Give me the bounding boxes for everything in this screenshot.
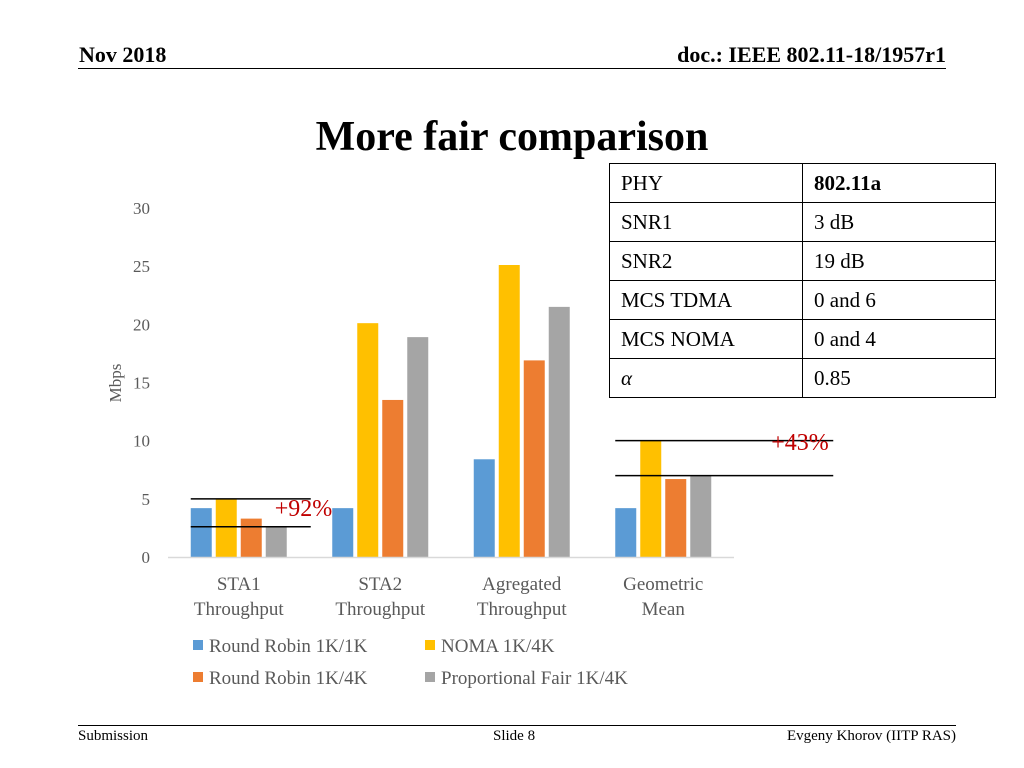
table-value: 3 dB [802, 202, 996, 242]
slide-title: More fair comparison [315, 114, 709, 160]
footer-submission: Submission [78, 728, 149, 744]
table-key: SNR1 [609, 202, 803, 242]
y-tick-label: 30 [133, 199, 150, 218]
x-category-label: STA1 [217, 574, 261, 595]
parameters-table: PHY 802.11a SNR1 3 dB SNR2 19 dB MCS TDMA 0 and… [609, 163, 996, 398]
legend-swatch [425, 640, 435, 650]
legend-swatch [193, 640, 203, 650]
bar [240, 518, 262, 557]
table-key: α [609, 358, 803, 398]
bar [615, 508, 637, 557]
table-key: SNR2 [609, 241, 803, 281]
legend-label: Round Robin 1K/1K [209, 636, 368, 657]
x-category-label: Agregated [482, 574, 562, 595]
footer-author: Evgeny Khorov (IITP RAS) [786, 728, 956, 744]
bar [357, 323, 379, 557]
table-key: PHY [609, 163, 803, 203]
bar [407, 337, 429, 557]
table-row: MCS TDMA 0 and 6 [609, 280, 996, 320]
table-value: 0 and 4 [802, 319, 996, 359]
table-row: α 0.85 [609, 358, 996, 398]
x-category-label: Geometric [623, 574, 703, 595]
footer-slide-number: Slide 8 [493, 728, 536, 744]
header-divider [78, 68, 946, 69]
bar [640, 440, 662, 557]
legend-label: Proportional Fair 1K/4K [441, 668, 628, 689]
y-tick-label: 15 [133, 374, 150, 393]
table-row: PHY 802.11a [609, 163, 996, 203]
y-tick-label: 0 [142, 548, 151, 567]
bar [190, 508, 212, 557]
table-value: 0 and 6 [802, 280, 996, 320]
bar [473, 459, 495, 557]
y-tick-label: 25 [133, 257, 150, 276]
table-row: SNR1 3 dB [609, 202, 996, 242]
header-date: Nov 2018 [79, 42, 167, 67]
footer-divider [78, 725, 956, 726]
y-tick-label: 5 [142, 490, 151, 509]
header-doc-id: doc.: IEEE 802.11-18/1957r1 [677, 42, 946, 67]
table-key: MCS TDMA [609, 280, 803, 320]
bar [265, 526, 287, 557]
annotation-label: +92% [275, 496, 333, 522]
legend-label: NOMA 1K/4K [441, 636, 555, 657]
legend-swatch [425, 672, 435, 682]
bar [523, 360, 545, 557]
y-tick-label: 20 [133, 315, 150, 334]
table-value: 802.11a [802, 163, 996, 203]
bar [665, 479, 687, 557]
table-row: MCS NOMA 0 and 4 [609, 319, 996, 359]
x-category-label: Throughput [477, 599, 567, 620]
bar [332, 508, 354, 557]
x-category-label: Throughput [194, 599, 284, 620]
bar [690, 475, 712, 557]
x-category-label: STA2 [358, 574, 402, 595]
x-category-label: Mean [642, 599, 686, 620]
table-value: 0.85 [802, 358, 996, 398]
bar [498, 265, 520, 557]
table-key: MCS NOMA [609, 319, 803, 359]
table-row: SNR2 19 dB [609, 241, 996, 281]
legend-swatch [193, 672, 203, 682]
y-tick-label: 10 [133, 432, 150, 451]
table-value: 19 dB [802, 241, 996, 281]
annotation-label: +43% [771, 430, 829, 456]
x-category-label: Throughput [335, 599, 425, 620]
bar [382, 399, 404, 557]
legend-label: Round Robin 1K/4K [209, 668, 368, 689]
bar [548, 306, 570, 557]
bar [215, 498, 237, 557]
y-axis-label: Mbps [106, 364, 125, 403]
